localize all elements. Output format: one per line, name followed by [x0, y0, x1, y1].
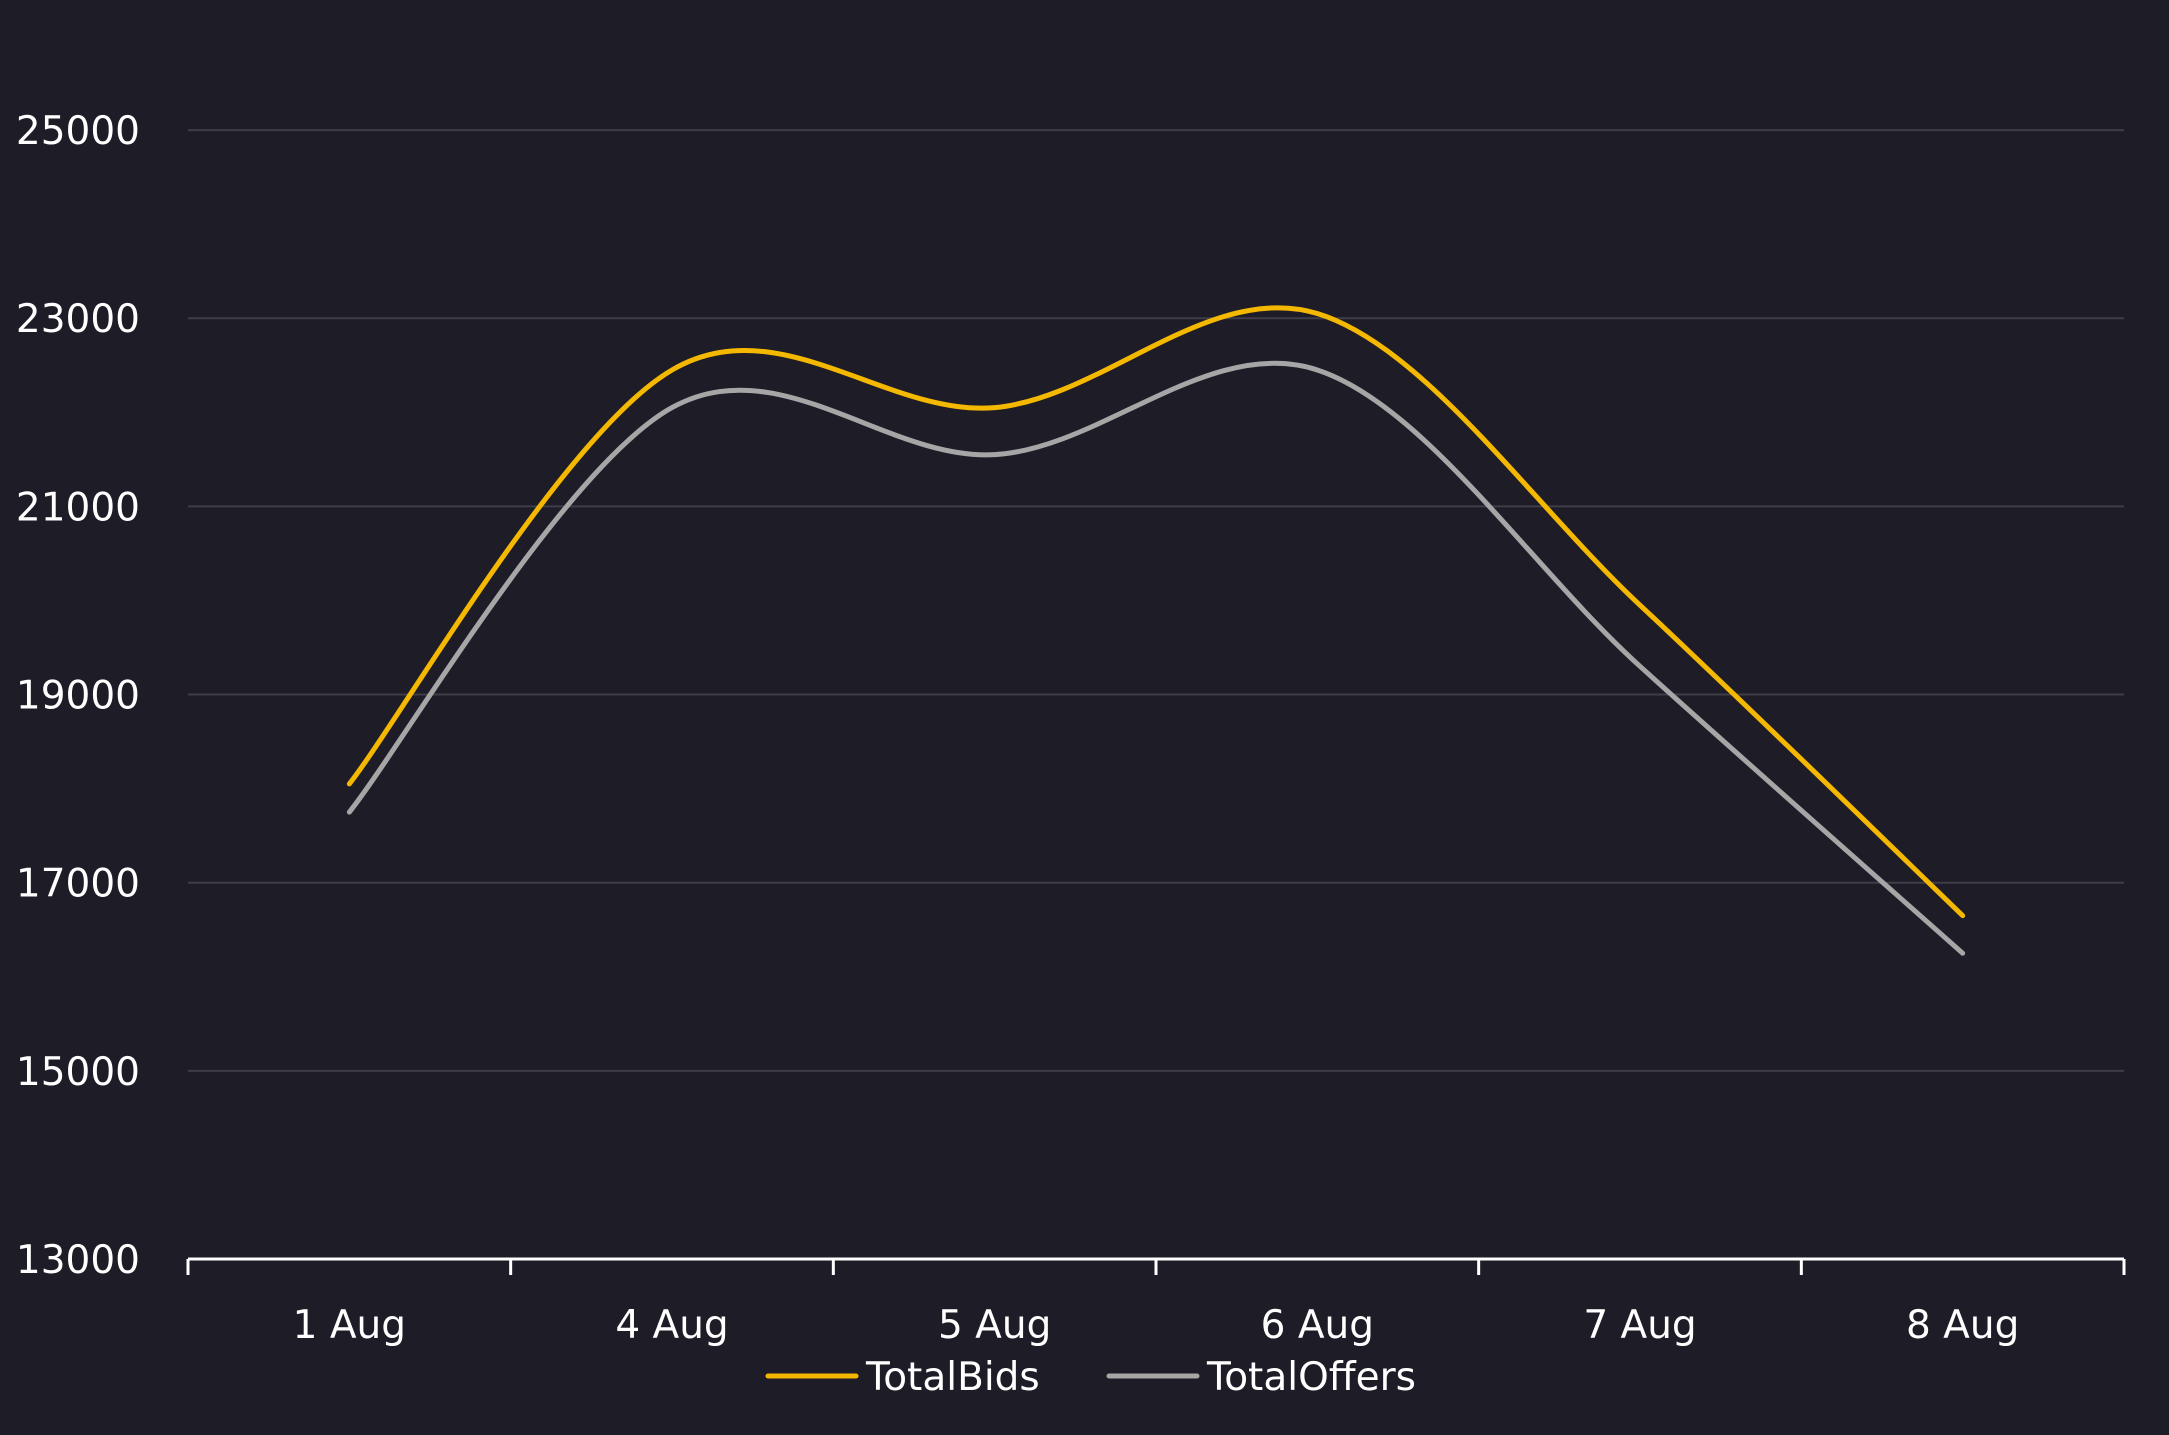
x-axis: 1 Aug 4 Aug 5 Aug 6 Aug 7 Aug 8 Aug	[186, 1257, 2126, 1348]
series-lines	[346, 305, 1966, 956]
series-line-totaloffers	[346, 360, 1966, 956]
y-tick-label: 25000	[16, 109, 140, 154]
y-tick-label: 19000	[16, 674, 140, 719]
y-tick-label: 13000	[16, 1238, 140, 1283]
x-tick-label: 4 Aug	[615, 1303, 728, 1348]
y-tick-label: 15000	[16, 1050, 140, 1095]
x-tick-label: 6 Aug	[1261, 1303, 1374, 1348]
series-line-totalbids	[346, 305, 1966, 919]
x-tick-label: 8 Aug	[1906, 1303, 2019, 1348]
legend-label-totalbids: TotalBids	[865, 1355, 1040, 1400]
x-tick-label: 7 Aug	[1583, 1303, 1696, 1348]
y-tick-label: 17000	[16, 862, 140, 907]
y-tick-label: 21000	[16, 485, 140, 530]
legend-label-totaloffers: TotalOffers	[1206, 1355, 1416, 1400]
y-tick-label: 23000	[16, 297, 140, 342]
x-tick-label: 5 Aug	[938, 1303, 1051, 1348]
y-axis-tick-labels: 13000 15000 17000 19000 21000 23000 25000	[16, 109, 140, 1283]
legend: TotalBids TotalOffers	[765, 1355, 1416, 1400]
grid-lines	[188, 129, 2124, 1072]
x-tick-label: 1 Aug	[293, 1303, 406, 1348]
